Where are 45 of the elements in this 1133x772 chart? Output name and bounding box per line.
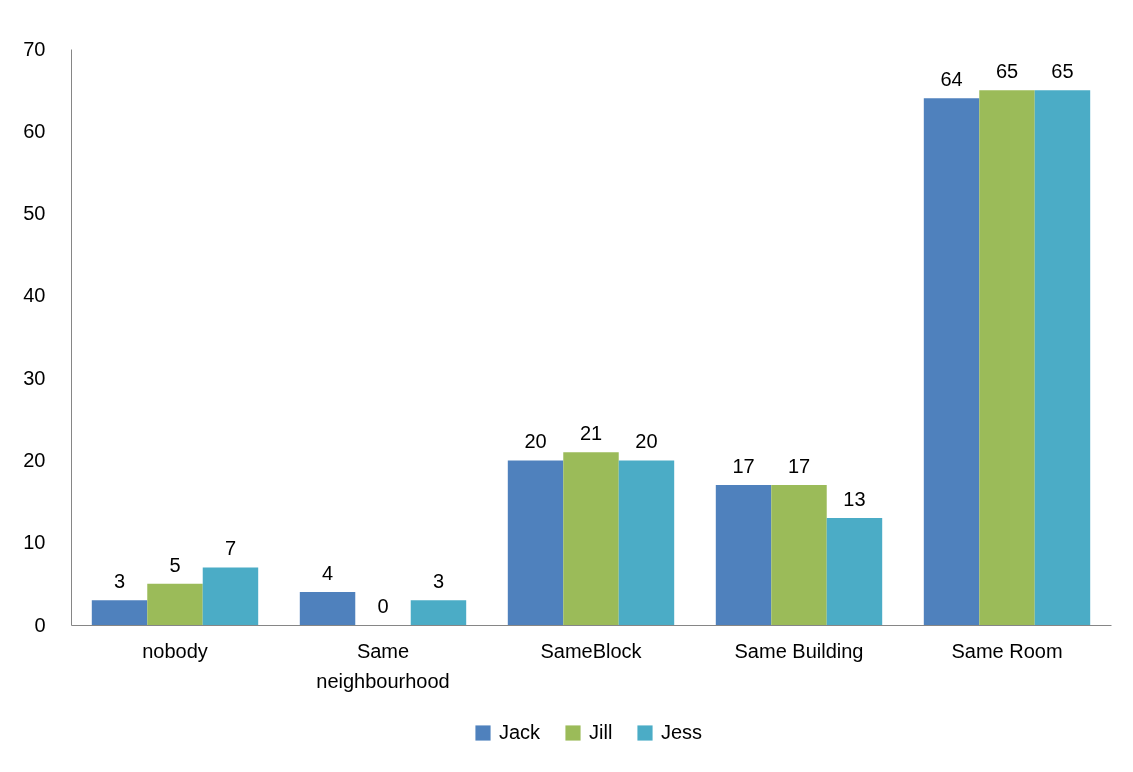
bar	[410, 600, 467, 625]
x-tick-label: nobody	[142, 639, 208, 662]
data-label: 4	[321, 562, 334, 585]
data-label: 21	[579, 422, 603, 445]
bar	[979, 90, 1035, 625]
legend-label: Jack	[499, 721, 542, 743]
y-tick-label: 40	[23, 284, 46, 307]
bar	[299, 592, 356, 625]
data-label: 20	[524, 430, 547, 453]
bar	[1034, 90, 1091, 625]
y-tick-label: 20	[23, 448, 46, 471]
y-tick-label: 60	[23, 119, 46, 142]
data-label: 3	[113, 570, 126, 593]
data-label: 20	[635, 430, 658, 453]
data-label: 17	[732, 455, 755, 478]
y-tick-label: 50	[23, 202, 46, 225]
x-tick-label: Same Building	[734, 639, 864, 662]
bar	[202, 567, 259, 625]
bar	[563, 452, 619, 625]
y-tick-label: 30	[23, 366, 46, 389]
data-label: 0	[377, 595, 389, 617]
data-label: 65	[1051, 60, 1074, 83]
bar	[771, 485, 827, 625]
bar	[826, 518, 883, 625]
x-tick-label: Same neighbourhood	[316, 639, 450, 692]
y-tick-label: 70	[23, 37, 46, 60]
data-label: 3	[432, 570, 445, 593]
bar	[91, 600, 148, 625]
x-tick-label: Same Room	[951, 639, 1063, 662]
bar	[618, 460, 675, 625]
y-tick-label: 0	[34, 613, 46, 636]
legend-label: Jill	[589, 721, 613, 743]
data-label: 64	[940, 68, 963, 91]
data-label: 5	[169, 553, 181, 576]
bar	[507, 460, 564, 625]
data-label: 65	[995, 60, 1019, 83]
y-tick-label: 10	[23, 531, 46, 554]
x-tick-label: SameBlock	[540, 639, 643, 662]
data-label: 7	[224, 537, 237, 560]
data-label: 13	[843, 488, 866, 511]
legend-label: Jess	[661, 721, 703, 743]
bar	[923, 98, 980, 625]
bar	[715, 485, 772, 625]
bar	[147, 583, 203, 625]
data-label: 17	[787, 455, 811, 478]
